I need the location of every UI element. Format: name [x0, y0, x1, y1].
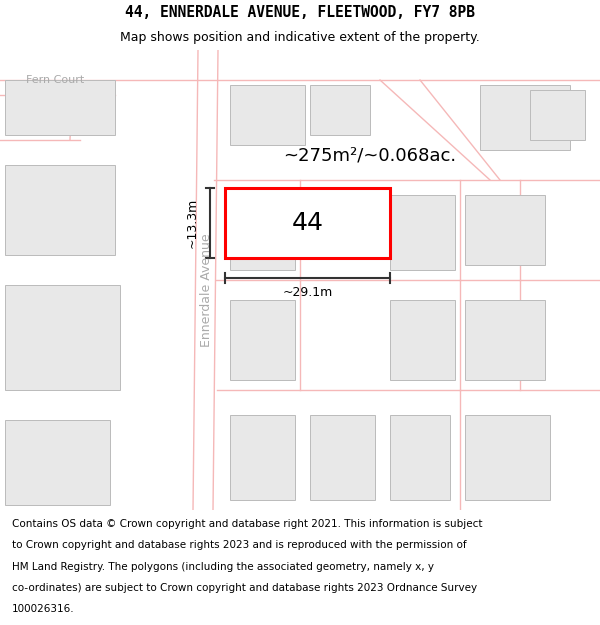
Bar — [5, 80, 115, 135]
Text: ~13.3m: ~13.3m — [185, 198, 199, 248]
Text: Fern Court: Fern Court — [26, 75, 84, 85]
Text: co-ordinates) are subject to Crown copyright and database rights 2023 Ordnance S: co-ordinates) are subject to Crown copyr… — [12, 583, 477, 593]
Bar — [230, 85, 305, 145]
Bar — [465, 300, 545, 380]
Bar — [465, 415, 550, 500]
Bar — [390, 415, 450, 500]
Bar — [230, 195, 295, 270]
Bar — [390, 300, 455, 380]
Bar — [480, 85, 570, 150]
Bar — [5, 165, 115, 255]
Text: 44: 44 — [292, 211, 323, 235]
Bar — [5, 420, 110, 505]
Text: Ennerdale Avenue: Ennerdale Avenue — [200, 233, 214, 347]
Text: Contains OS data © Crown copyright and database right 2021. This information is : Contains OS data © Crown copyright and d… — [12, 519, 482, 529]
Bar — [465, 195, 545, 265]
Text: 44, ENNERDALE AVENUE, FLEETWOOD, FY7 8PB: 44, ENNERDALE AVENUE, FLEETWOOD, FY7 8PB — [125, 5, 475, 20]
Bar — [5, 285, 120, 390]
Bar — [230, 300, 295, 380]
Text: ~275m²/~0.068ac.: ~275m²/~0.068ac. — [283, 146, 457, 164]
Text: HM Land Registry. The polygons (including the associated geometry, namely x, y: HM Land Registry. The polygons (includin… — [12, 562, 434, 572]
Text: to Crown copyright and database rights 2023 and is reproduced with the permissio: to Crown copyright and database rights 2… — [12, 541, 467, 551]
Bar — [390, 195, 455, 270]
Bar — [310, 415, 375, 500]
Bar — [310, 85, 370, 135]
Text: ~29.1m: ~29.1m — [283, 286, 332, 299]
Bar — [225, 188, 390, 258]
Text: 100026316.: 100026316. — [12, 604, 74, 614]
Bar — [230, 415, 295, 500]
Text: Map shows position and indicative extent of the property.: Map shows position and indicative extent… — [120, 31, 480, 44]
Polygon shape — [193, 50, 218, 510]
Bar — [530, 90, 585, 140]
